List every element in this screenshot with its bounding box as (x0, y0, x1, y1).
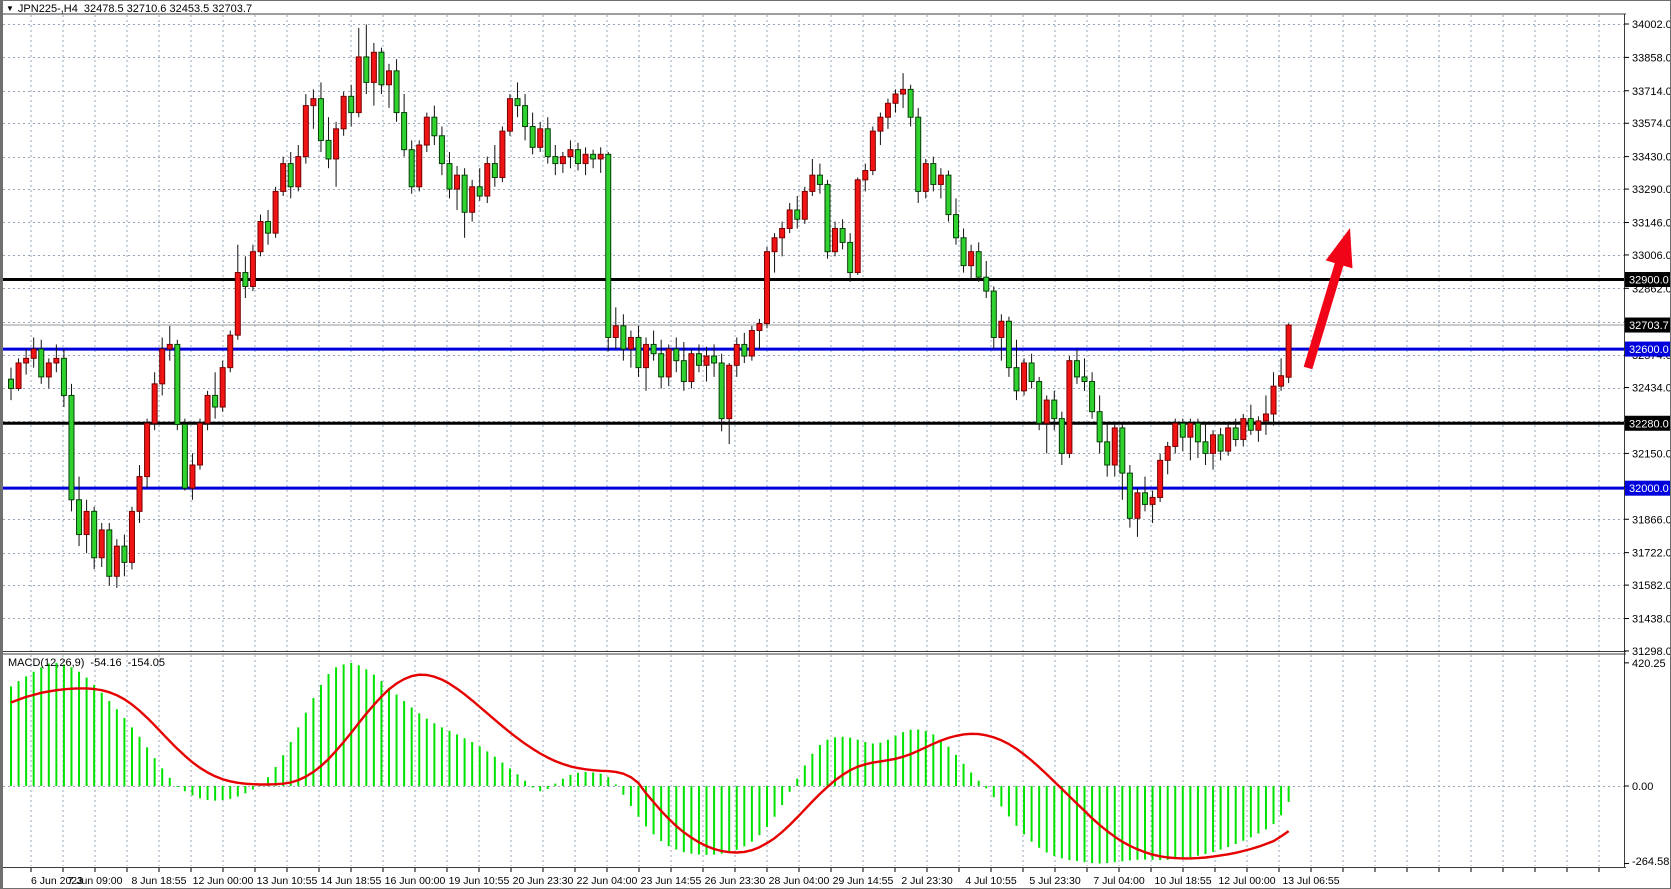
price-tick-label: 34002.0 (1632, 19, 1671, 31)
price-tick-label: 33290.0 (1632, 184, 1671, 196)
macd-tick-label: 0.00 (1632, 781, 1653, 793)
price-tag-32703.7 (1625, 317, 1670, 333)
price-tick-label: 31866.0 (1632, 514, 1671, 526)
price-tick-label: 31582.0 (1632, 580, 1671, 592)
arrow-head[interactable] (1325, 228, 1353, 269)
price-tag-label: 32703.7 (1629, 320, 1669, 332)
price-tick-label: 33858.0 (1632, 52, 1671, 64)
time-tick-label: 26 Jun 23:30 (705, 875, 766, 887)
ohlc-quote-line: 32478.5 32710.6 32453.5 32703.7 (83, 3, 253, 15)
level-lines-layer (3, 278, 1624, 490)
time-tick-label: 22 Jun 04:00 (577, 875, 638, 887)
macd-tick-label: 420.25 (1632, 658, 1666, 670)
time-tick-label: 13 Jul 06:55 (1282, 875, 1339, 887)
time-tick-label: 16 Jun 00:00 (385, 875, 446, 887)
price-tick-label: 31438.0 (1632, 613, 1671, 625)
price-tick-label: 33006.0 (1632, 250, 1671, 262)
time-tick-label: 2 Jul 23:30 (901, 875, 953, 887)
price-tick-label: 32150.0 (1632, 448, 1671, 460)
macd-main-value: -54.16 (90, 657, 122, 669)
price-tick-label: 33714.0 (1632, 86, 1671, 98)
time-tick-label: 28 Jun 04:00 (769, 875, 830, 887)
time-tick-label: 23 Jun 14:55 (641, 875, 702, 887)
price-tick-label: 33430.0 (1632, 152, 1671, 164)
time-tick-label: 7 Jul 04:00 (1093, 875, 1145, 887)
panel-borders (1, 1, 1626, 888)
trend-arrow-annotation (1303, 228, 1353, 370)
time-tick-label: 19 Jun 10:55 (449, 875, 510, 887)
chart-title-bar: ▼ JPN225-,H4 32478.5 32710.6 32453.5 32703… (6, 3, 252, 15)
macd-layer (10, 662, 1290, 864)
price-tag-32280.0 (1625, 415, 1670, 431)
price-tag-32000.0 (1625, 480, 1670, 496)
price-tag-32600.0 (1625, 341, 1670, 357)
price-tick-label: 31298.0 (1632, 646, 1671, 658)
price-tag-label: 32000.0 (1629, 483, 1669, 495)
time-tick-label: 14 Jun 18:55 (321, 875, 382, 887)
time-tick-label: 12 Jul 00:00 (1218, 875, 1275, 887)
time-tick-label: 5 Jul 23:30 (1029, 875, 1081, 887)
arrow-shaft[interactable] (1303, 257, 1346, 370)
price-tag-label: 32600.0 (1629, 344, 1669, 356)
time-tick-label: 12 Jun 00:00 (193, 875, 254, 887)
macd-axis[interactable]: 420.25 0.00 -264.58 (1624, 658, 1669, 868)
time-tick-label: 13 Jun 10:55 (257, 875, 318, 887)
price-tag-32900.0 (1625, 272, 1670, 288)
price-tick-label: 33146.0 (1632, 217, 1671, 229)
price-tick-label: 31722.0 (1632, 548, 1671, 560)
time-tick-label: 7 Jun 09:00 (68, 875, 123, 887)
macd-indicator-label: MACD(12,26,9) -54.16 -154.05 (8, 657, 165, 669)
price-axis[interactable]: 34002.0 33858.0 33714.0 33574.0 33430.0 33290… (1624, 19, 1671, 658)
price-tag-label: 32900.0 (1629, 275, 1669, 287)
macd-signal-line (10, 673, 1290, 860)
time-tick-label: 29 Jun 14:55 (833, 875, 894, 887)
candles-layer (8, 24, 1292, 588)
price-tag-label: 32280.0 (1629, 418, 1669, 430)
time-tick-label: 20 Jun 23:30 (513, 875, 574, 887)
time-tick-label: 6 Jun 2023 (31, 875, 83, 887)
time-tick-label: 10 Jul 18:55 (1154, 875, 1211, 887)
grid-layer (3, 15, 1624, 866)
symbol-dropdown-icon[interactable]: ▼ (6, 4, 14, 13)
time-tick-label: 4 Jul 10:55 (965, 875, 1017, 887)
macd-name: MACD(12,26,9) (8, 657, 85, 669)
price-tick-label: 32434.0 (1632, 383, 1671, 395)
time-tick-label: 8 Jun 18:55 (132, 875, 187, 887)
price-tick-label: 33574.0 (1632, 118, 1671, 130)
symbol-period-label: JPN225-,H4 (17, 3, 78, 15)
macd-tick-label: -264.58 (1632, 856, 1669, 868)
macd-signal-value: -154.05 (127, 657, 165, 669)
